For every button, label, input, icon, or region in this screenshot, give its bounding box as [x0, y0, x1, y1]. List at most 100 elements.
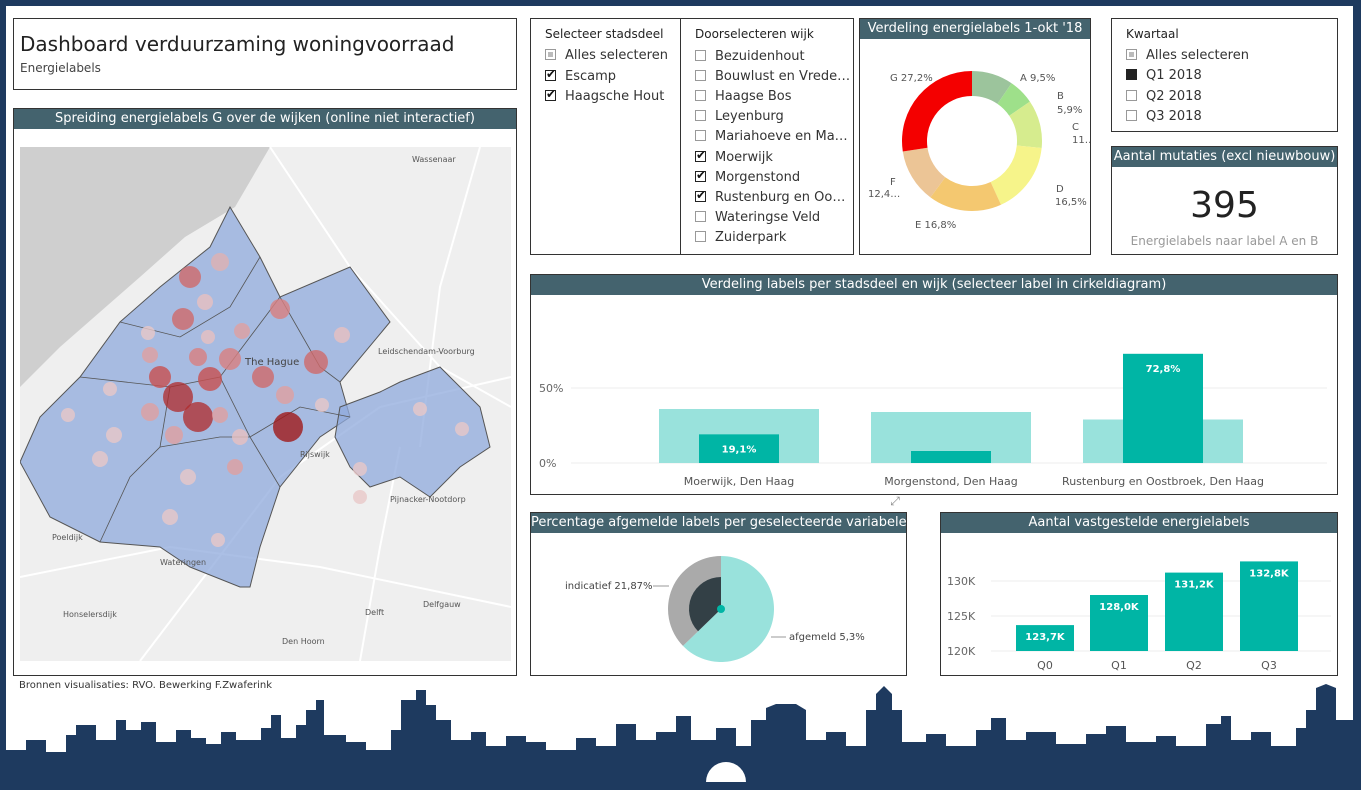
donut-slice-G[interactable]	[902, 71, 972, 152]
checkbox-icon[interactable]	[695, 148, 706, 162]
checkbox-icon[interactable]	[695, 230, 706, 242]
wijk-item[interactable]: Wateringse Veld	[695, 210, 820, 225]
checkbox-icon[interactable]	[695, 90, 706, 102]
donut-panel: Verdeling energielabels 1-okt '18 A 9,5%…	[859, 18, 1091, 255]
donut-slice-B[interactable]	[997, 83, 1030, 116]
kwartaal-item[interactable]: Alles selecteren	[1126, 48, 1249, 63]
checkbox-icon[interactable]	[695, 130, 706, 142]
skyline-silhouette	[6, 684, 1353, 782]
checkbox-icon[interactable]	[695, 168, 706, 182]
map-panel[interactable]: Spreiding energielabels G over de wijken…	[13, 108, 517, 676]
wijk-item[interactable]: Rustenburg en Oo…	[695, 188, 846, 205]
kpi-caption: Energielabels naar label A en B	[1130, 234, 1319, 248]
y-tick-label: 50%	[539, 382, 563, 395]
dashboard-canvas: Dashboard verduurzaming woningvoorraad E…	[6, 6, 1353, 782]
checkbox-icon[interactable]	[545, 49, 556, 60]
checkbox-icon[interactable]	[1126, 109, 1137, 121]
pie-center-dot	[717, 605, 725, 613]
quarter-bar[interactable]	[1090, 595, 1148, 651]
map-label-delft: Delft	[365, 608, 384, 617]
x-category-label: Rustenburg en Oostbroek, Den Haag	[1062, 475, 1264, 488]
wijk-item-label: Haagse Bos	[715, 89, 792, 105]
pie-title: Percentage afgemelde labels per geselect…	[531, 513, 906, 533]
sea-area	[20, 147, 270, 387]
donut-label: 12,4…	[868, 189, 900, 200]
wijk-item[interactable]: Moerwijk	[695, 148, 773, 165]
donut-label: E 16,8%	[915, 220, 956, 231]
donut-label: D	[1056, 184, 1064, 195]
checkbox-icon[interactable]	[1126, 69, 1137, 81]
checkbox-icon[interactable]	[695, 210, 706, 222]
stadsdeel-item-label: Alles selecteren	[565, 48, 668, 63]
kwartaal-item[interactable]: Q2 2018	[1126, 89, 1202, 104]
map-label-the-hague: The Hague	[244, 357, 299, 368]
wijk-item-label: Wateringse Veld	[715, 209, 821, 225]
wijk-item-label: Rustenburg en Oo…	[715, 189, 846, 205]
bar-data-label: 128,0K	[1099, 602, 1140, 613]
donut-chart[interactable]: A 9,5%B 5,9% C 11… D 16,5% E 16,8% F12,4… G 27,2…	[860, 39, 1090, 254]
quarter-bar[interactable]	[1016, 625, 1074, 651]
map-title: Spreiding energielabels G over de wijken…	[14, 109, 516, 129]
kwartaal-item-label: Q2 2018	[1146, 88, 1202, 104]
stadsdeel-item-label: Escamp	[565, 68, 617, 84]
bar-highlight[interactable]	[699, 434, 779, 463]
quarter-bar[interactable]	[1165, 572, 1223, 651]
bar-highlight[interactable]	[911, 451, 991, 463]
pie-slice-afgemeld[interactable]	[682, 556, 774, 662]
bar-data-label: 19,1%	[722, 444, 757, 455]
checkbox-icon[interactable]	[545, 67, 556, 81]
map[interactable]: Wassenaar Leidschendam-Voorburg The Hagu…	[20, 147, 511, 661]
map-label-wassenaar: Wassenaar	[412, 155, 456, 164]
donut-slice-A[interactable]	[972, 71, 1012, 104]
bar-highlight[interactable]	[1123, 353, 1203, 463]
y-tick-label: 120K	[947, 645, 976, 658]
wijk-item[interactable]: Bouwlust en Vrede…	[695, 69, 850, 84]
kpi-value: 395	[1190, 185, 1259, 226]
quarter-chart[interactable]: 120K 125K 130K 123,7K Q0 128,0K Q1 131,2K Q2 132,…	[941, 533, 1337, 675]
bar-wijk-chart[interactable]: 0% 50% 19,1% Moerwijk, Den Haag Morgenstond,…	[531, 295, 1337, 494]
donut-label: B	[1057, 91, 1064, 102]
wijk-item[interactable]: Morgenstond	[695, 168, 801, 185]
wijk-item-label: Zuiderpark	[715, 229, 787, 245]
stadsdeel-item[interactable]: Alles selecteren	[545, 48, 668, 63]
stadsdeel-item[interactable]: Haagsche Hout	[545, 87, 664, 104]
x-category-label: Q1	[1111, 659, 1127, 672]
map-bubbles	[61, 253, 469, 547]
checkbox-icon[interactable]	[695, 188, 706, 202]
quarter-bar[interactable]	[1240, 561, 1298, 651]
wijk-item[interactable]: Haagse Bos	[695, 89, 792, 104]
checkbox-icon[interactable]	[1126, 89, 1137, 101]
checkbox-icon[interactable]	[545, 87, 556, 101]
wijk-item-label: Moerwijk	[715, 149, 773, 165]
donut-slice-E[interactable]	[930, 177, 1001, 211]
kwartaal-item-label: Q1 2018	[1146, 68, 1202, 84]
wijk-item-label: Bouwlust en Vrede…	[715, 69, 851, 85]
quarter-panel: Aantal vastgestelde energielabels 120K 12…	[940, 512, 1338, 676]
kwartaal-item-label: Alles selecteren	[1146, 48, 1249, 63]
stadsdeel-item[interactable]: Escamp	[545, 67, 617, 84]
focus-mode-icon[interactable]: ⤢	[890, 494, 900, 508]
wijk-item[interactable]: Zuiderpark	[695, 230, 786, 245]
wijk-item[interactable]: Mariahoeve en Ma…	[695, 129, 848, 144]
pie-chart[interactable]: indicatief 21,87% afgemeld 5,3%	[531, 533, 906, 675]
donut-slice-C[interactable]	[1009, 101, 1042, 148]
source-note: Bronnen visualisaties: RVO. Bewerking F.…	[19, 680, 273, 691]
donut-slice-D[interactable]	[990, 145, 1042, 205]
pie-slice-inner[interactable]	[689, 577, 721, 632]
wijk-item-label: Morgenstond	[715, 169, 801, 185]
checkbox-icon[interactable]	[695, 70, 706, 82]
checkbox-icon[interactable]	[695, 110, 706, 122]
kwartaal-item[interactable]: Q3 2018	[1126, 109, 1202, 124]
checkbox-icon[interactable]	[1126, 49, 1137, 60]
slicer-wijk-title: Doorselecteren wijk	[695, 27, 814, 41]
map-label-wateringen: Wateringen	[160, 558, 206, 567]
map-label-rijswijk: Rijswijk	[300, 450, 330, 459]
wijk-item[interactable]: Bezuidenhout	[695, 49, 805, 64]
bar-data-label: 123,7K	[1025, 632, 1066, 643]
kwartaal-item[interactable]: Q1 2018	[1126, 68, 1202, 83]
checkbox-icon[interactable]	[695, 50, 706, 61]
wijk-item[interactable]: Leyenburg	[695, 109, 784, 124]
map-label-honselersdijk: Honselersdijk	[63, 610, 117, 619]
quarter-title: Aantal vastgestelde energielabels	[941, 513, 1337, 533]
donut-slice-F[interactable]	[902, 147, 946, 198]
